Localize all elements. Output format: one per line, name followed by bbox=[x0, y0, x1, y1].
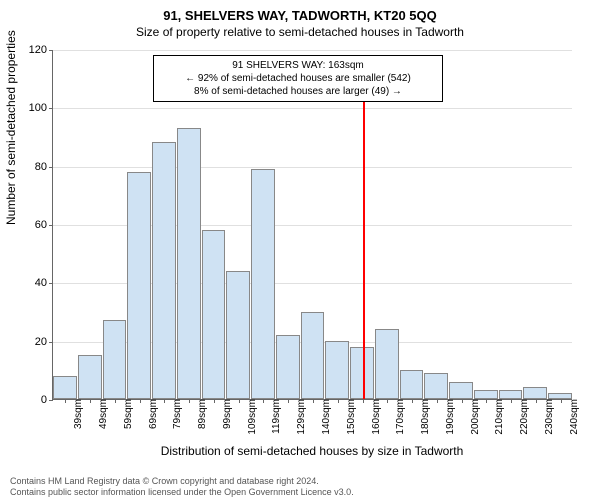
histogram-bar bbox=[276, 335, 300, 399]
plot-area: 02040608010012039sqm49sqm59sqm69sqm79sqm… bbox=[52, 50, 572, 400]
xtick-mark bbox=[65, 399, 66, 403]
xtick-mark bbox=[214, 399, 215, 403]
xtick-mark bbox=[387, 399, 388, 403]
ytick-label: 40 bbox=[35, 277, 53, 289]
xtick-label: 200sqm bbox=[466, 399, 481, 435]
xtick-label: 39sqm bbox=[69, 399, 84, 429]
annotation-line2: ← 92% of semi-detached houses are smalle… bbox=[185, 73, 411, 84]
histogram-bar bbox=[177, 128, 201, 399]
xtick-label: 119sqm bbox=[267, 399, 282, 434]
xtick-mark bbox=[239, 399, 240, 403]
copyright-text: Contains HM Land Registry data © Crown c… bbox=[10, 476, 590, 498]
histogram-bar bbox=[325, 341, 349, 399]
xtick-label: 240sqm bbox=[565, 399, 580, 435]
xtick-mark bbox=[288, 399, 289, 403]
histogram-bar bbox=[424, 373, 448, 399]
y-axis-label: Number of semi-detached properties bbox=[4, 30, 18, 225]
histogram-bar bbox=[523, 387, 547, 399]
histogram-bar bbox=[400, 370, 424, 399]
xtick-label: 170sqm bbox=[391, 399, 406, 435]
chart-container: 91, SHELVERS WAY, TADWORTH, KT20 5QQ Siz… bbox=[0, 0, 600, 500]
ytick-label: 80 bbox=[35, 161, 53, 173]
xtick-mark bbox=[536, 399, 537, 403]
histogram-bar bbox=[301, 312, 325, 400]
x-axis-label: Distribution of semi-detached houses by … bbox=[52, 444, 572, 458]
ytick-label: 120 bbox=[29, 44, 53, 56]
xtick-label: 69sqm bbox=[144, 399, 159, 429]
chart-subtitle: Size of property relative to semi-detach… bbox=[0, 23, 600, 39]
ytick-label: 60 bbox=[35, 219, 53, 231]
histogram-bar bbox=[152, 142, 176, 399]
histogram-bar bbox=[53, 376, 77, 399]
gridline bbox=[53, 108, 572, 109]
histogram-bar bbox=[449, 382, 473, 400]
xtick-mark bbox=[140, 399, 141, 403]
xtick-mark bbox=[313, 399, 314, 403]
xtick-label: 79sqm bbox=[168, 399, 183, 429]
copyright-line2: Contains public sector information licen… bbox=[10, 487, 354, 497]
histogram-bar bbox=[202, 230, 226, 399]
xtick-label: 210sqm bbox=[490, 399, 505, 435]
xtick-mark bbox=[363, 399, 364, 403]
xtick-label: 190sqm bbox=[441, 399, 456, 435]
ytick-label: 0 bbox=[41, 394, 53, 406]
xtick-mark bbox=[164, 399, 165, 403]
xtick-label: 230sqm bbox=[540, 399, 555, 435]
xtick-label: 220sqm bbox=[515, 399, 530, 435]
xtick-label: 160sqm bbox=[367, 399, 382, 435]
xtick-mark bbox=[486, 399, 487, 403]
gridline bbox=[53, 50, 572, 51]
annotation-line3: 8% of semi-detached houses are larger (4… bbox=[194, 86, 402, 97]
xtick-label: 59sqm bbox=[119, 399, 134, 429]
xtick-label: 150sqm bbox=[342, 399, 357, 435]
xtick-mark bbox=[462, 399, 463, 403]
xtick-mark bbox=[437, 399, 438, 403]
xtick-label: 129sqm bbox=[292, 399, 307, 435]
histogram-bar bbox=[127, 172, 151, 400]
histogram-bar bbox=[103, 320, 127, 399]
xtick-mark bbox=[90, 399, 91, 403]
xtick-mark bbox=[561, 399, 562, 403]
xtick-mark bbox=[263, 399, 264, 403]
xtick-label: 180sqm bbox=[416, 399, 431, 435]
copyright-line1: Contains HM Land Registry data © Crown c… bbox=[10, 476, 319, 486]
xtick-label: 140sqm bbox=[317, 399, 332, 435]
ytick-label: 100 bbox=[29, 102, 53, 114]
xtick-mark bbox=[511, 399, 512, 403]
xtick-mark bbox=[338, 399, 339, 403]
annotation-box: 91 SHELVERS WAY: 163sqm ← 92% of semi-det… bbox=[153, 55, 443, 102]
xtick-label: 49sqm bbox=[94, 399, 109, 429]
histogram-bar bbox=[474, 390, 498, 399]
histogram-bar bbox=[78, 355, 102, 399]
xtick-label: 99sqm bbox=[218, 399, 233, 429]
histogram-bar bbox=[375, 329, 399, 399]
xtick-label: 89sqm bbox=[193, 399, 208, 429]
xtick-mark bbox=[189, 399, 190, 403]
xtick-mark bbox=[115, 399, 116, 403]
xtick-mark bbox=[412, 399, 413, 403]
ytick-label: 20 bbox=[35, 336, 53, 348]
annotation-line1: 91 SHELVERS WAY: 163sqm bbox=[232, 60, 364, 71]
chart-title: 91, SHELVERS WAY, TADWORTH, KT20 5QQ bbox=[0, 0, 600, 23]
xtick-label: 109sqm bbox=[243, 399, 258, 435]
histogram-bar bbox=[499, 390, 523, 399]
gridline bbox=[53, 167, 572, 168]
marker-line bbox=[363, 93, 365, 399]
histogram-bar bbox=[251, 169, 275, 399]
histogram-bar bbox=[226, 271, 250, 399]
